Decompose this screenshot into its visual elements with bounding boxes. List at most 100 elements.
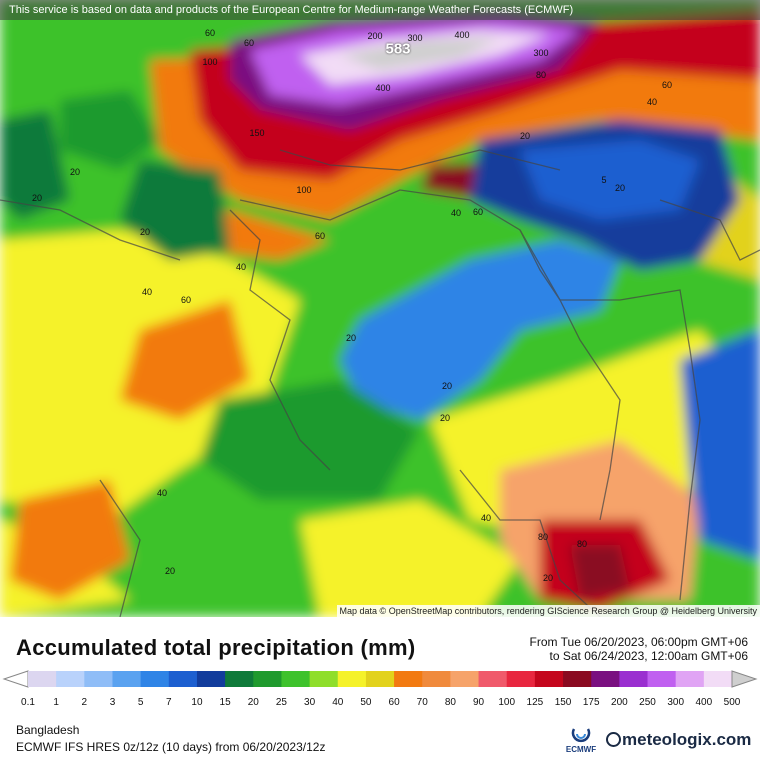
scale-tick-label: 300 xyxy=(667,697,685,708)
scale-tick-label: 90 xyxy=(472,697,485,708)
scale-tick-label: 2 xyxy=(81,697,88,708)
contour-label: 40 xyxy=(156,488,168,498)
scale-swatch xyxy=(281,671,311,687)
contour-label: 20 xyxy=(441,381,453,391)
scale-swatch xyxy=(675,671,705,687)
contour-label: 80 xyxy=(537,532,549,542)
scale-tick-label: 0.1 xyxy=(21,697,35,708)
contour-label: 20 xyxy=(519,131,531,141)
scale-tick-label: 100 xyxy=(498,697,516,708)
scale-tick-label: 40 xyxy=(332,697,344,708)
contour-label: 400 xyxy=(375,83,391,93)
contour-label: 200 xyxy=(367,31,383,41)
maximum-value-label: 583 xyxy=(385,40,411,58)
contour-label: 150 xyxy=(249,128,265,138)
contour-label: 40 xyxy=(646,97,658,107)
scale-swatch xyxy=(309,671,339,687)
scale-arrow-low xyxy=(2,670,29,688)
scale-swatch xyxy=(28,671,57,687)
scale-tick-label: 10 xyxy=(191,697,203,708)
scale-tick-label: 70 xyxy=(416,697,428,708)
scale-tick-label: 3 xyxy=(109,697,116,708)
scale-swatch xyxy=(140,671,170,687)
contour-label: 60 xyxy=(314,231,326,241)
scale-swatch xyxy=(478,671,508,687)
contour-label: 40 xyxy=(480,513,492,523)
valid-period: From Tue 06/20/2023, 06:00pm GMT+06 to S… xyxy=(530,635,748,663)
scale-swatch xyxy=(450,671,480,687)
scale-swatch xyxy=(365,671,395,687)
scale-tick-label: 30 xyxy=(304,697,316,708)
scale-tick-label: 175 xyxy=(582,697,600,708)
contour-label: 20 xyxy=(345,333,357,343)
contour-label: 40 xyxy=(141,287,153,297)
scale-swatch xyxy=(394,671,423,687)
contour-label: 20 xyxy=(439,413,451,423)
scale-tick-label: 50 xyxy=(360,697,372,708)
contour-label: 80 xyxy=(535,70,547,80)
scale-swatch xyxy=(647,671,677,687)
meteologix-brand[interactable]: meteologix.com xyxy=(606,730,751,750)
ecmwf-icon xyxy=(571,728,591,743)
model-run-label: ECMWF IFS HRES 0z/12z (10 days) from 06/… xyxy=(16,740,326,754)
ecmwf-logo[interactable]: ECMWF xyxy=(562,725,600,757)
scale-arrow-high xyxy=(731,670,758,688)
scale-swatch xyxy=(703,671,733,687)
scale-tick-label: 400 xyxy=(695,697,713,708)
contour-label: 20 xyxy=(31,193,43,203)
precipitation-map[interactable]: This service is based on data and produc… xyxy=(0,0,760,617)
contour-label: 20 xyxy=(139,227,151,237)
scale-tick-label: 200 xyxy=(611,697,628,708)
brand-name: meteologix.com xyxy=(622,730,752,749)
region-label: Bangladesh xyxy=(16,723,80,737)
contour-label: 60 xyxy=(472,207,484,217)
scale-swatch xyxy=(225,671,254,687)
scale-tick-label: 150 xyxy=(554,697,572,708)
contour-label: 20 xyxy=(542,573,554,583)
contour-label: 400 xyxy=(454,30,470,40)
legend-panel: Accumulated total precipitation (mm) Fro… xyxy=(0,617,760,760)
scale-tick-label: 250 xyxy=(639,697,656,708)
scale-swatch xyxy=(196,671,226,687)
scale-tick-label: 20 xyxy=(247,697,259,708)
scale-swatch xyxy=(168,671,198,687)
contour-label: 100 xyxy=(202,57,218,67)
scale-swatch xyxy=(253,671,282,687)
scale-swatch xyxy=(337,671,367,687)
contour-label: 300 xyxy=(407,33,423,43)
contour-label: 20 xyxy=(614,183,626,193)
precipitation-field xyxy=(0,0,760,617)
scale-tick-label: 500 xyxy=(723,697,741,708)
meteologix-logo-icon xyxy=(606,732,621,747)
contour-label: 60 xyxy=(661,80,673,90)
scale-tick-label: 60 xyxy=(388,697,400,708)
contour-label: 5 xyxy=(601,175,607,185)
scale-tick-label: 25 xyxy=(275,697,287,708)
contour-label: 100 xyxy=(296,185,312,195)
period-from: From Tue 06/20/2023, 06:00pm GMT+06 xyxy=(529,635,748,649)
scale-swatch xyxy=(619,671,649,687)
scale-swatch xyxy=(534,671,564,687)
scale-swatch xyxy=(591,671,620,687)
scale-tick-label: 15 xyxy=(219,697,231,708)
map-attribution: Map data © OpenStreetMap contributors, r… xyxy=(336,605,760,617)
scale-swatch xyxy=(84,671,113,687)
contour-label: 60 xyxy=(204,28,216,38)
contour-label: 300 xyxy=(533,48,549,58)
period-to: to Sat 06/24/2023, 12:00am GMT+06 xyxy=(549,649,748,663)
scale-tick-label: 125 xyxy=(526,697,544,708)
map-title: Accumulated total precipitation (mm) xyxy=(16,635,416,660)
color-scale-bar xyxy=(2,670,758,688)
scale-swatch xyxy=(506,671,536,687)
scale-tick-label: 7 xyxy=(166,697,172,708)
data-source-notice: This service is based on data and produc… xyxy=(0,0,760,20)
scale-tick-label: 80 xyxy=(444,697,456,708)
contour-label: 80 xyxy=(576,539,588,549)
contour-label: 40 xyxy=(450,208,462,218)
scale-tick-label: 1 xyxy=(53,697,59,708)
scale-swatch xyxy=(56,671,85,687)
contour-label: 20 xyxy=(69,167,81,177)
scale-swatch xyxy=(422,671,451,687)
scale-swatch xyxy=(112,671,142,687)
